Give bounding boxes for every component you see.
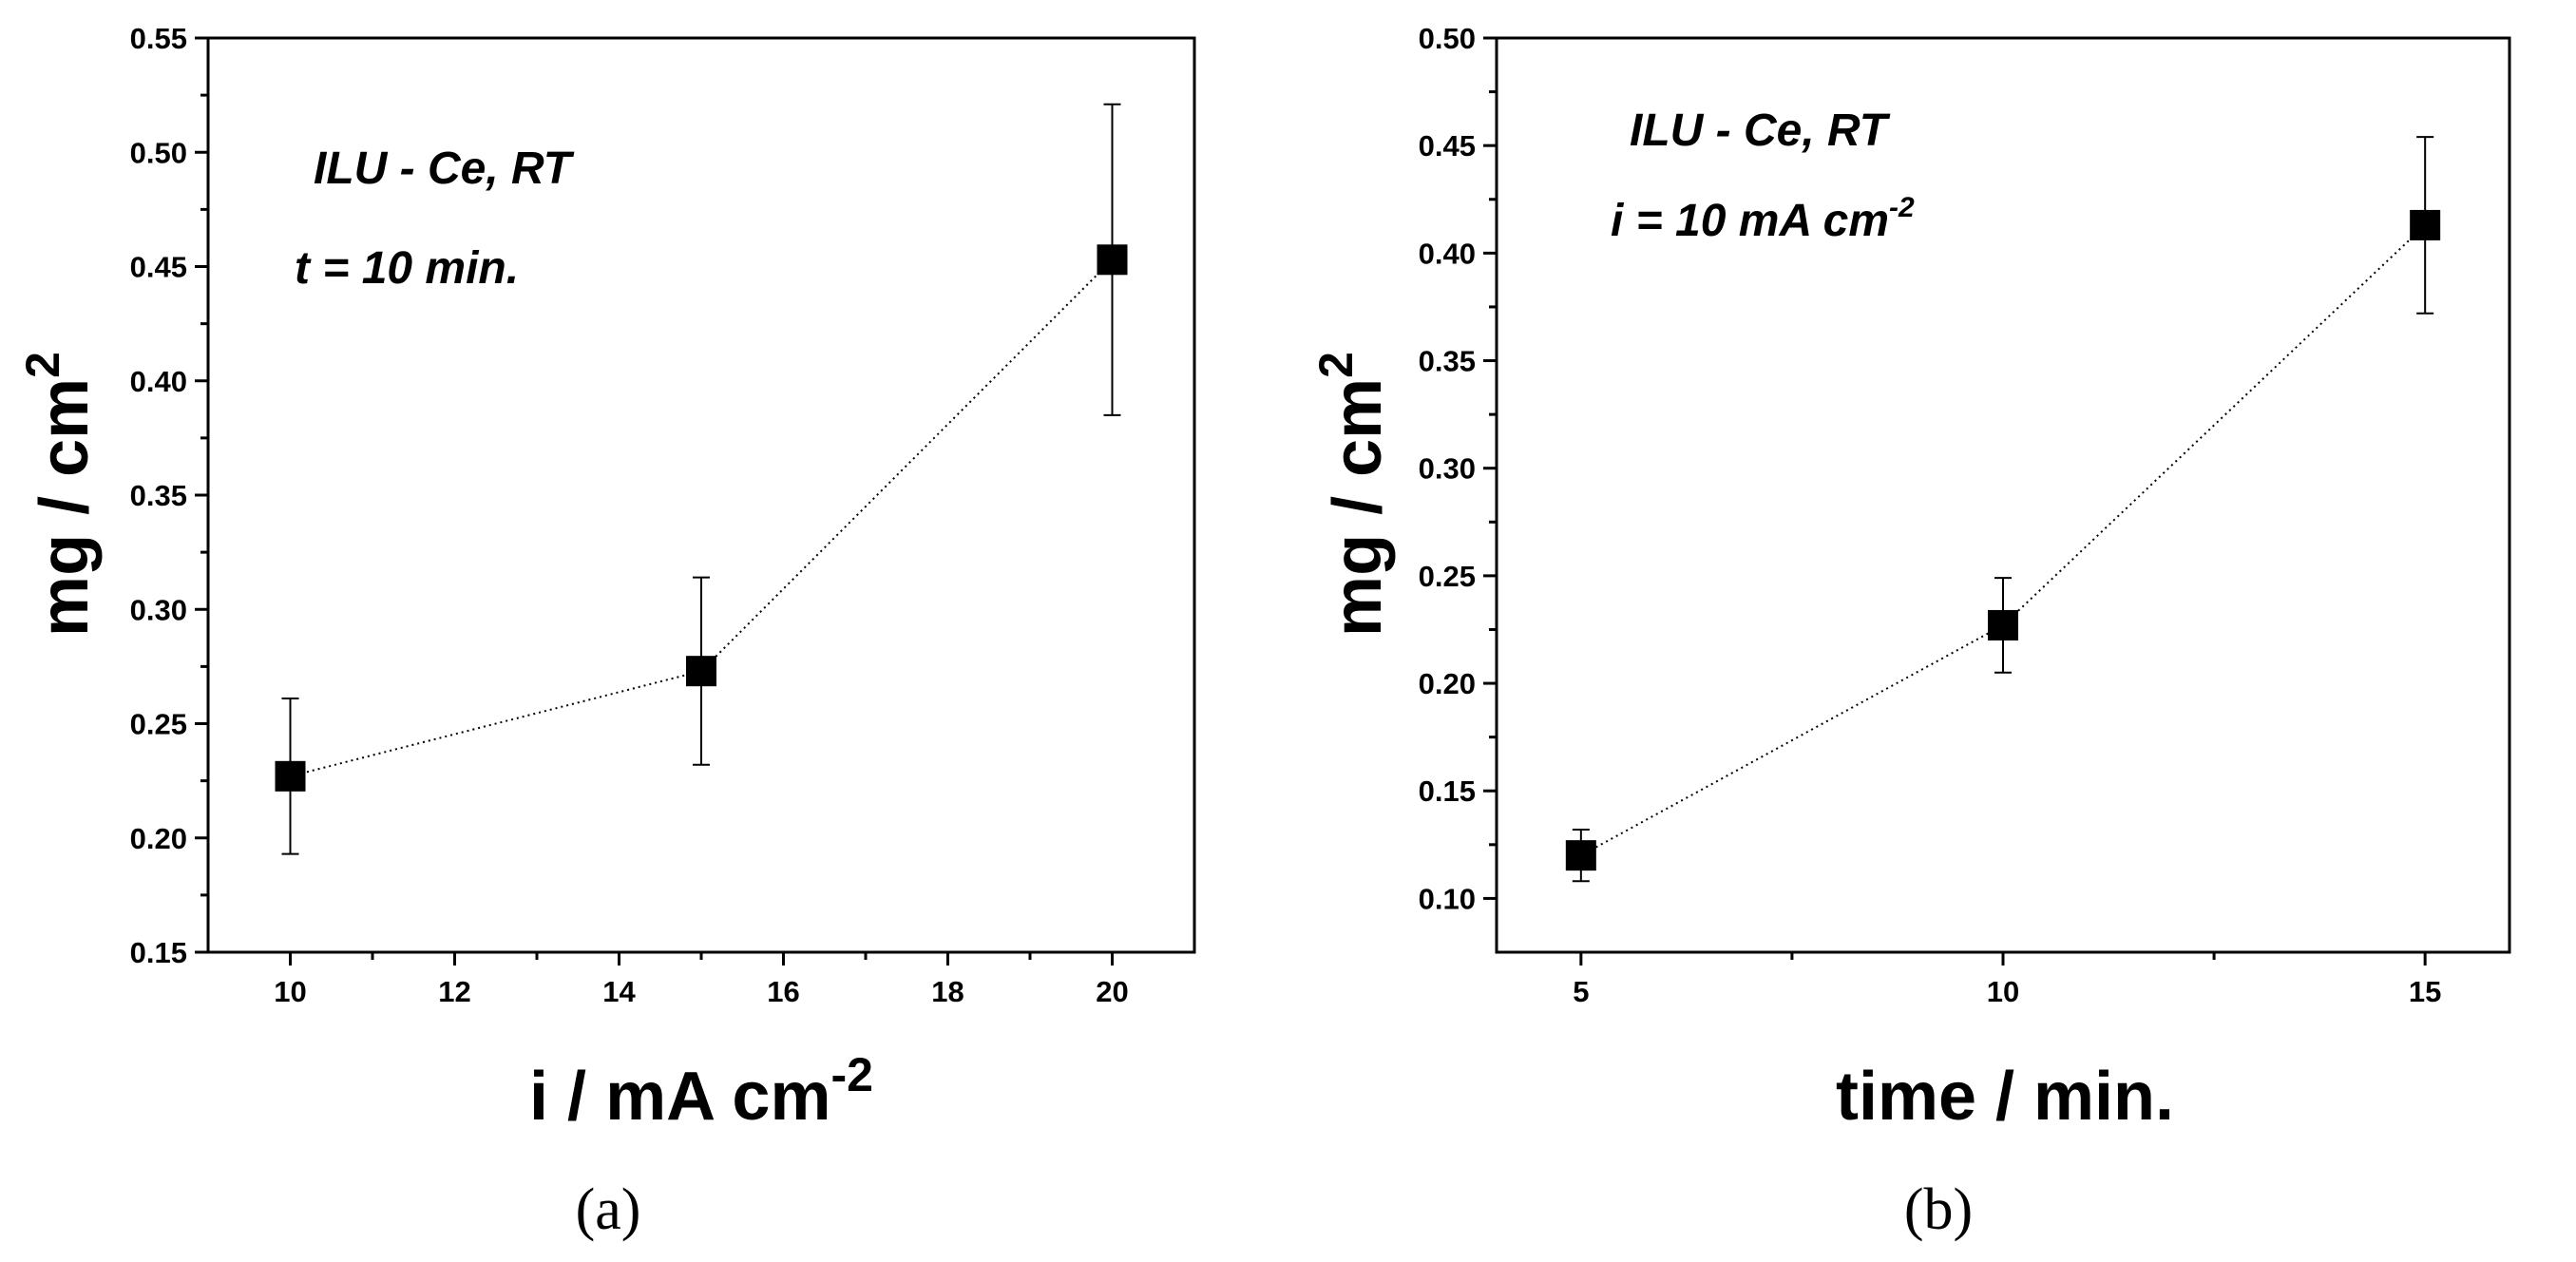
y-tick-label: 0.20 [130,822,187,855]
y-tick-label: 0.35 [130,479,187,512]
x-tick-label: 5 [1573,975,1589,1008]
y-tick-label: 0.40 [130,365,187,398]
y-tick-label: 0.50 [1419,22,1476,55]
y-tick-label: 0.20 [1419,667,1476,700]
x-tick-label: 10 [1987,975,2019,1008]
annotation: ILU - Ce, RT [314,143,575,194]
x-tick-label: 14 [602,975,636,1008]
data-point [1988,609,2018,641]
x-axis-title-sup: -2 [830,1048,872,1101]
x-axis-title-text: time / min. [1836,1059,2174,1135]
data-point [1097,244,1128,276]
x-tick-label: 12 [438,975,470,1008]
y-tick-label: 0.45 [130,251,187,284]
panel-a: 0.15 0.20 0.25 0.30 0.35 0.40 0.45 0.50 0.55 10 12… [16,22,1196,1242]
x-tick-label: 10 [274,975,306,1008]
y-tick-label: 0.45 [1419,129,1476,163]
panel-label: (a) [576,1177,641,1242]
y-tick-label: 0.50 [130,136,187,169]
y-tick-label: 0.25 [130,708,187,741]
y-tick-label: 0.30 [130,593,187,626]
y-axis-title-sup: 2 [16,352,69,378]
annotation-text: t = 10 min. [295,243,519,294]
plot-frame [1495,36,2511,954]
annotation: i = 10 mA cm-2 [1611,192,1915,246]
x-axis-title: time / min. [1836,1059,2174,1135]
annotation: ILU - Ce, RT [1630,105,1891,156]
x-tick-label: 16 [767,975,799,1008]
x-tick-label: 20 [1096,975,1128,1008]
y-tick-label: 0.10 [1419,882,1476,915]
panel-b: 0.10 0.15 0.20 0.25 0.30 0.35 0.40 0.45 0.50 5 10 1… [1309,22,2511,1242]
annotation: t = 10 min. [295,243,519,294]
y-axis-title-sup: 2 [1309,352,1363,378]
y-axis-title: mg / cm2 [16,352,103,637]
y-axis-title: mg / cm2 [1309,352,1396,637]
data-point [2410,209,2441,240]
annotation-sup: -2 [1889,192,1915,223]
data-point [1565,840,1596,871]
data-point [686,656,716,687]
annotation-text: i = 10 mA cm [1611,196,1889,246]
y-tick-label: 0.25 [1419,560,1476,593]
panel-label: (b) [1904,1177,1973,1242]
y-tick-label: 0.30 [1419,452,1476,486]
x-axis-title: i / mA cm-2 [529,1048,873,1135]
y-axis-title-text: mg / cm [1320,378,1396,637]
y-tick-label: 0.15 [130,936,187,969]
y-axis-title-text: mg / cm [27,378,103,637]
annotation-text: ILU - Ce, RT [314,143,575,194]
annotation-text: ILU - Ce, RT [1630,105,1891,156]
y-tick-label: 0.35 [1419,345,1476,378]
y-tick-label: 0.40 [1419,237,1476,270]
series-line [1580,224,2426,857]
x-axis-title-text: i / mA cm [529,1059,830,1135]
x-tick-label: 18 [931,975,964,1008]
y-tick-label: 0.15 [1419,774,1476,808]
data-point [275,760,306,792]
y-tick-label: 0.55 [130,22,187,55]
x-tick-label: 15 [2409,975,2441,1008]
